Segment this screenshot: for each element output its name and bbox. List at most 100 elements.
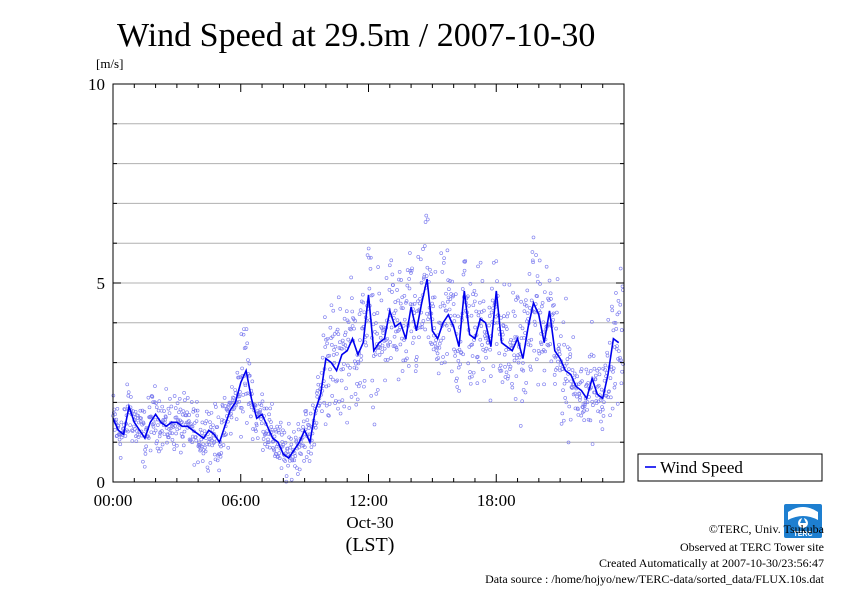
sample-point xyxy=(326,383,331,388)
sample-point xyxy=(222,396,227,400)
sample-point xyxy=(219,451,224,455)
sample-point xyxy=(579,367,584,371)
sample-point xyxy=(330,394,334,398)
sample-point xyxy=(437,341,442,346)
sample-point xyxy=(353,319,357,323)
sample-point xyxy=(340,346,344,351)
sample-point xyxy=(433,269,438,274)
sample-point xyxy=(522,336,526,340)
sample-point xyxy=(369,393,374,398)
sample-point xyxy=(607,340,612,345)
sample-point xyxy=(426,335,431,340)
sample-point xyxy=(304,412,308,417)
sample-point xyxy=(610,304,614,309)
sample-point xyxy=(504,370,509,375)
sample-point xyxy=(402,338,406,342)
sample-point xyxy=(155,446,160,451)
sample-point xyxy=(460,287,465,291)
sample-point xyxy=(352,326,356,331)
sample-point xyxy=(357,312,362,316)
sample-point xyxy=(336,332,341,336)
sample-point xyxy=(115,407,120,411)
sample-point xyxy=(547,278,552,283)
sample-point xyxy=(277,430,281,435)
sample-point xyxy=(482,308,486,313)
sample-point xyxy=(144,444,148,449)
sample-point xyxy=(375,388,380,392)
sample-point xyxy=(401,306,405,310)
sample-point xyxy=(565,379,569,383)
sample-point xyxy=(264,431,268,436)
sample-point xyxy=(501,332,505,337)
sample-point xyxy=(491,260,496,265)
sample-point xyxy=(535,294,539,298)
sample-point xyxy=(374,392,379,396)
sample-point xyxy=(214,405,218,409)
sample-point xyxy=(251,427,255,431)
sample-point xyxy=(491,364,496,368)
sample-point xyxy=(603,367,607,372)
data-source-text: Data source : /home/hojyo/new/TERC-data/… xyxy=(485,572,825,586)
sample-point xyxy=(192,463,197,467)
sample-point xyxy=(223,404,228,408)
sample-point xyxy=(356,361,361,366)
sample-point xyxy=(555,277,560,281)
sample-point xyxy=(380,343,385,348)
sample-point xyxy=(185,396,190,400)
sample-point xyxy=(185,410,189,415)
sample-point xyxy=(484,355,488,360)
sample-point xyxy=(208,420,212,424)
sample-point xyxy=(480,279,485,283)
sample-point xyxy=(472,299,477,304)
sample-point xyxy=(532,319,537,324)
sample-point xyxy=(233,391,238,395)
sample-point xyxy=(617,310,621,315)
sample-point xyxy=(117,437,122,442)
sample-point xyxy=(172,447,177,452)
sample-point xyxy=(341,367,345,371)
sample-point xyxy=(404,300,408,305)
sample-point xyxy=(143,447,147,452)
sample-point xyxy=(174,431,178,436)
sample-point xyxy=(500,380,505,384)
sample-point xyxy=(157,399,162,404)
sample-point xyxy=(359,354,364,358)
sample-point xyxy=(349,275,353,280)
sample-point xyxy=(197,443,202,448)
sample-point xyxy=(594,399,599,403)
sample-point xyxy=(334,398,338,403)
sample-point xyxy=(570,368,575,372)
sample-point xyxy=(616,299,621,303)
sample-point xyxy=(549,297,553,301)
sample-point xyxy=(429,272,433,276)
sample-point xyxy=(241,393,245,397)
sample-point xyxy=(530,250,535,254)
sample-point xyxy=(149,430,154,435)
sample-point xyxy=(164,387,169,391)
sample-point xyxy=(563,396,568,400)
sample-point xyxy=(596,383,601,388)
sample-point xyxy=(210,428,215,432)
sample-point xyxy=(418,325,423,330)
sample-point xyxy=(340,398,345,402)
sample-point xyxy=(113,428,117,432)
sample-point xyxy=(288,445,293,450)
sample-point xyxy=(336,295,341,300)
sample-point xyxy=(309,445,314,449)
sample-point xyxy=(469,313,474,318)
sample-point xyxy=(267,412,271,417)
sample-point xyxy=(368,266,373,271)
sample-point xyxy=(477,310,481,315)
sample-point xyxy=(326,354,330,358)
sample-point xyxy=(279,466,284,470)
sample-point xyxy=(230,385,234,389)
sample-point xyxy=(333,401,337,405)
sample-point xyxy=(232,396,236,400)
sample-point xyxy=(179,431,184,436)
sample-point xyxy=(328,375,333,379)
sample-point xyxy=(272,434,277,439)
sample-point xyxy=(578,395,582,400)
sample-point xyxy=(533,323,538,327)
sample-point xyxy=(290,458,295,463)
sample-point xyxy=(408,268,413,273)
